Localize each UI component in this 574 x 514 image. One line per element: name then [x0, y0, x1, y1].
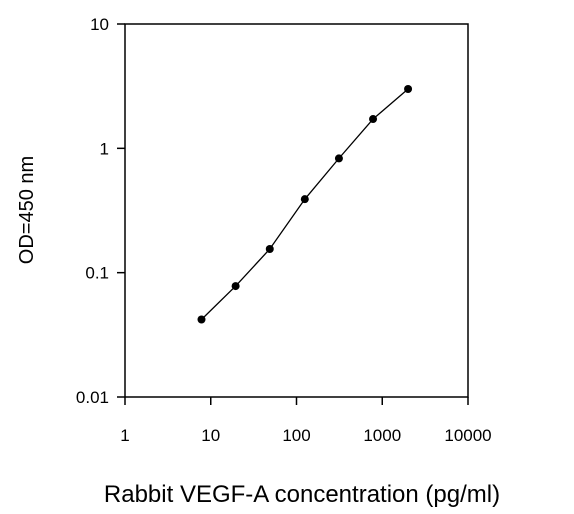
- y-tick-label: 10: [90, 15, 109, 34]
- data-point: [300, 195, 309, 204]
- data-point: [231, 282, 240, 291]
- y-tick-label: 1: [100, 139, 109, 158]
- data-points: [197, 85, 413, 324]
- x-tick-label: 100: [282, 426, 310, 445]
- x-tick-label: 1: [120, 426, 129, 445]
- x-tick-label: 10: [201, 426, 220, 445]
- y-axis-label: OD=450 nm: [16, 156, 38, 264]
- data-point: [369, 115, 378, 124]
- x-tick-label: 10000: [444, 426, 491, 445]
- data-point: [404, 85, 413, 94]
- tick-marks: [117, 23, 469, 405]
- data-point: [334, 154, 343, 163]
- y-tick-label: 0.01: [76, 388, 109, 407]
- data-point: [265, 245, 274, 254]
- y-tick-label: 0.1: [85, 264, 109, 283]
- x-tick-label: 1000: [363, 426, 401, 445]
- data-point: [197, 315, 206, 324]
- x-axis-label: Rabbit VEGF-A concentration (pg/ml): [104, 481, 500, 508]
- tick-labels: 1 10 100 1000 10000 0.01 0.1 1 10: [76, 15, 492, 445]
